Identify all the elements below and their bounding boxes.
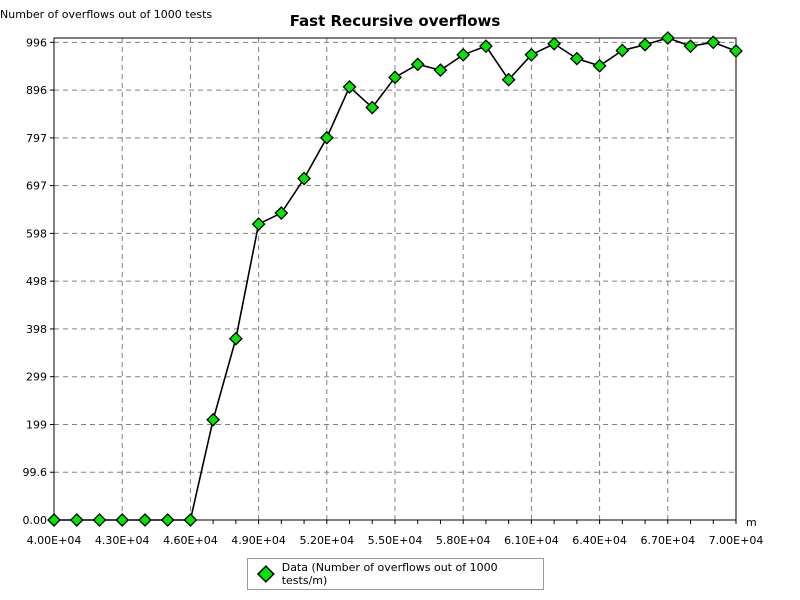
legend-label: Data (Number of overflows out of 1000 te…	[281, 561, 498, 587]
data-point	[228, 331, 243, 346]
data-point	[592, 58, 607, 73]
x-tick-label: 4.60E+04	[163, 534, 218, 547]
data-point	[251, 217, 266, 232]
y-tick-label: 498	[26, 275, 47, 288]
plot-area	[54, 38, 736, 520]
x-tick-label: 5.50E+04	[368, 534, 423, 547]
data-point	[297, 171, 311, 186]
data-point	[729, 44, 743, 58]
y-tick-label: 896	[26, 84, 47, 97]
data-point	[47, 513, 61, 527]
y-tick-label: 0.00	[23, 514, 48, 527]
data-point	[683, 39, 698, 54]
data-point	[410, 57, 425, 72]
data-point	[456, 47, 471, 62]
y-tick-label: 996	[26, 36, 47, 49]
data-point	[479, 39, 493, 54]
data-point	[365, 100, 380, 115]
y-tick-label: 697	[26, 180, 47, 193]
x-tick-label: 4.00E+04	[27, 534, 82, 547]
x-tick-label: 6.10E+04	[504, 534, 559, 547]
y-axis-label: Number of overflows out of 1000 tests	[0, 8, 213, 21]
data-point	[206, 412, 221, 427]
data-point	[92, 513, 107, 527]
data-point	[183, 513, 198, 527]
y-tick-label: 598	[26, 227, 47, 240]
plot-border	[53, 37, 737, 521]
y-tick-label: 398	[26, 323, 47, 336]
data-point	[342, 80, 357, 94]
legend: Data (Number of overflows out of 1000 te…	[247, 558, 544, 590]
y-tick-label: 299	[26, 371, 47, 384]
x-tick-label: 7.00E+04	[709, 534, 764, 547]
data-point	[319, 130, 334, 145]
data-point	[547, 36, 562, 51]
data-point	[638, 37, 652, 52]
x-tick-label: 6.40E+04	[572, 534, 627, 547]
data-point	[69, 513, 84, 527]
data-point	[660, 31, 675, 45]
legend-diamond-icon	[256, 565, 275, 583]
data-point	[501, 72, 516, 87]
data-point	[274, 206, 289, 220]
x-tick-label: 4.90E+04	[231, 534, 286, 547]
data-point	[160, 513, 175, 527]
data-point	[115, 513, 130, 527]
data-point	[615, 43, 630, 58]
x-axis-label: m	[746, 516, 757, 529]
data-point	[706, 35, 721, 50]
data-point	[569, 51, 584, 66]
y-tick-label: 99.6	[23, 466, 48, 479]
data-point	[433, 63, 448, 78]
y-tick-label: 797	[26, 132, 47, 145]
x-tick-label: 4.30E+04	[95, 534, 150, 547]
x-tick-label: 5.20E+04	[299, 534, 354, 547]
data-point	[138, 513, 152, 527]
x-tick-label: 5.80E+04	[436, 534, 491, 547]
x-tick-label: 6.70E+04	[640, 534, 695, 547]
chart-title: Fast Recursive overflows	[289, 12, 501, 30]
data-point	[524, 47, 539, 62]
y-tick-label: 199	[26, 418, 47, 431]
data-point	[388, 70, 402, 85]
